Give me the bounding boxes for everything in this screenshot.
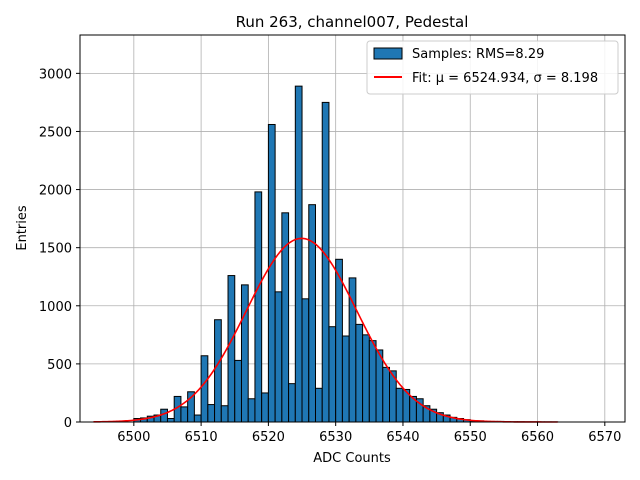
histogram-bar: [362, 334, 370, 423]
legend-label-samples: Samples: RMS=8.29: [412, 47, 544, 62]
x-tick-label: 6530: [319, 430, 352, 445]
y-axis-title: Entries: [15, 205, 30, 251]
legend-swatch-samples: [373, 47, 403, 60]
histogram-bar: [234, 359, 242, 423]
histogram-bar: [261, 392, 269, 423]
histogram-bar: [375, 349, 384, 423]
legend-label-fit: Fit: μ = 6524.934, σ = 8.198: [412, 71, 598, 86]
histogram-bar: [240, 284, 249, 423]
histogram-bar: [247, 398, 256, 423]
histogram-bar: [274, 291, 283, 423]
histogram-bar: [200, 355, 209, 423]
histogram-bar: [193, 414, 202, 423]
x-axis-ticks: 6500 6510 6520 6530 6540 6550 6560 6570: [117, 422, 621, 445]
histogram-bar: [328, 326, 337, 423]
histogram-bar: [180, 406, 189, 423]
histogram-bar: [160, 408, 168, 423]
x-tick-label: 6510: [185, 430, 218, 445]
histogram-bar: [227, 275, 236, 423]
histogram-bar: [207, 404, 216, 423]
x-tick-label: 6550: [454, 430, 487, 445]
x-axis-title: ADC Counts: [313, 451, 391, 466]
histogram-bar: [220, 405, 229, 423]
histogram-bar: [368, 340, 377, 423]
histogram-bar: [395, 387, 404, 423]
y-tick-label: 2000: [39, 184, 72, 199]
histogram-bar: [214, 319, 222, 423]
fit-curve: [93, 237, 558, 423]
y-axis-ticks: 0 500 1000 1500 2000 2500 3000: [39, 67, 80, 431]
histogram-bar: [321, 101, 330, 423]
x-tick-label: 6540: [386, 430, 419, 445]
histogram-bar: [348, 277, 357, 423]
histogram-bar: [382, 366, 391, 423]
y-tick-label: 0: [64, 416, 72, 431]
y-tick-label: 3000: [39, 67, 72, 82]
histogram-bar: [355, 323, 364, 423]
histogram-bar: [254, 191, 263, 423]
histogram-bar: [166, 418, 175, 423]
histogram-bar: [288, 383, 296, 423]
x-tick-label: 6560: [521, 430, 554, 445]
histogram-bar: [301, 298, 310, 423]
histogram-bar: [335, 258, 343, 423]
histogram-bar: [294, 85, 303, 423]
x-tick-label: 6570: [588, 430, 621, 445]
y-tick-label: 500: [47, 358, 72, 373]
legend: Samples: RMS=8.29 Fit: μ = 6524.934, σ =…: [366, 40, 619, 95]
legend-box: [366, 40, 619, 95]
x-tick-label: 6520: [252, 430, 285, 445]
histogram-bar: [314, 387, 323, 423]
y-tick-label: 2500: [39, 125, 72, 140]
y-tick-label: 1500: [39, 242, 72, 257]
plot-frame: [79, 34, 626, 423]
histogram-bar: [341, 335, 350, 423]
histogram-bar: [267, 123, 276, 423]
y-tick-label: 1000: [39, 300, 72, 315]
chart-title: Run 263, channel007, Pedestal: [236, 13, 469, 31]
x-tick-label: 6500: [117, 430, 150, 445]
histogram-bar: [308, 204, 316, 423]
